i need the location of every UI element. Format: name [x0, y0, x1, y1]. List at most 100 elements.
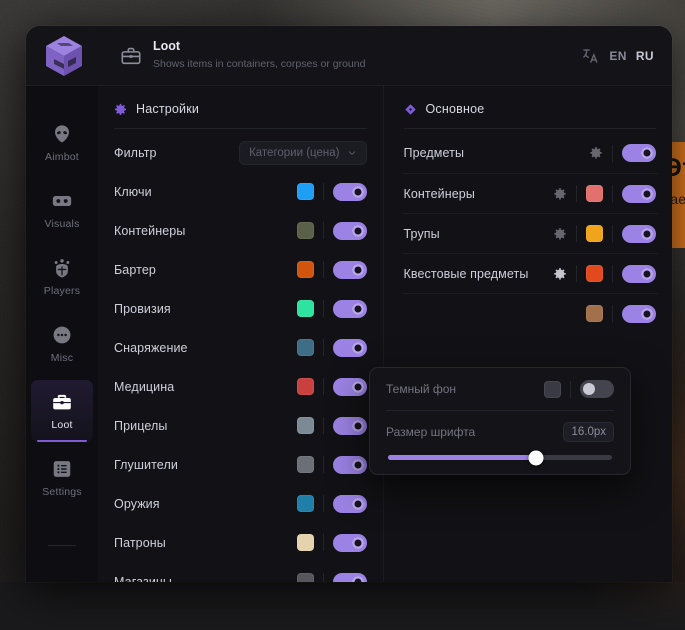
loot-category-row: Глушители: [112, 445, 369, 484]
gear-icon[interactable]: [553, 227, 567, 241]
control-separator: [612, 265, 613, 282]
cheat-menu-window: Loot Shows items in containers, corpses …: [26, 26, 672, 582]
loot-category-color-swatch[interactable]: [296, 573, 314, 582]
main-option-color-swatch[interactable]: [586, 225, 603, 242]
main-option-color-swatch[interactable]: [586, 265, 603, 282]
loot-category-toggle[interactable]: [332, 377, 367, 396]
dark-background-toggle[interactable]: [580, 380, 614, 398]
sidebar-item-loot[interactable]: Loot: [31, 380, 93, 442]
players-icon: [54, 259, 70, 278]
sidebar-divider: [48, 545, 76, 546]
gear-icon[interactable]: [553, 267, 567, 281]
filter-label: Фильтр: [114, 145, 157, 160]
loot-category-label: Патроны: [114, 535, 166, 550]
loot-category-toggle[interactable]: [332, 299, 367, 318]
panel-main: Основное Предметы Контейнеры Трупы Квестовы…: [382, 86, 673, 582]
logo-container: [26, 34, 98, 78]
section-divider: [403, 128, 656, 129]
loot-category-color-swatch[interactable]: [296, 534, 314, 551]
main-option-toggle[interactable]: [622, 304, 656, 323]
sidebar-item-settings[interactable]: Settings: [31, 447, 93, 509]
gear-icon[interactable]: [553, 187, 567, 201]
language-switcher[interactable]: EN RU: [581, 46, 654, 65]
main-option-row: Предметы: [402, 133, 659, 173]
loot-category-color-swatch[interactable]: [296, 300, 314, 317]
loot-category-color-swatch[interactable]: [296, 417, 314, 434]
dots-icon: [53, 326, 71, 344]
sidebar-item-misc[interactable]: Misc: [31, 313, 93, 375]
filter-value: Категории (цена): [249, 146, 340, 159]
loot-category-toggle[interactable]: [332, 182, 367, 201]
dark-background-label: Темный фон: [386, 382, 457, 396]
sidebar-item-aimbot[interactable]: Aimbot: [31, 112, 93, 174]
loot-category-toggle[interactable]: [332, 494, 367, 513]
control-separator: [322, 495, 324, 512]
chevron-down-icon: [348, 150, 355, 155]
main-option-color-swatch[interactable]: [586, 305, 603, 322]
loot-category-label: Снаряжение: [114, 340, 188, 355]
control-separator: [322, 534, 324, 551]
dark-background-row: Темный фон: [386, 368, 614, 410]
sidebar-item-label: Players: [43, 285, 81, 297]
loot-category-row: Патроны: [112, 523, 369, 562]
main-option-color-swatch[interactable]: [586, 185, 603, 202]
main-option-toggle[interactable]: [622, 224, 656, 243]
settings-panels: Настройки Фильтр Категории (цена) Ключи К…: [98, 86, 672, 582]
translate-icon: [583, 49, 598, 63]
font-size-slider[interactable]: [388, 450, 612, 465]
loot-category-toggle[interactable]: [332, 455, 367, 474]
briefcase-icon: [121, 47, 141, 64]
loot-category-toggle[interactable]: [332, 572, 367, 582]
panel-settings: Настройки Фильтр Категории (цена) Ключи К…: [98, 86, 383, 582]
section-header-settings: Настройки: [112, 102, 369, 116]
sidebar-nav: Aimbot Visuals Play: [26, 86, 98, 582]
loot-category-row: Бартер: [112, 250, 369, 289]
main-option-toggle[interactable]: [622, 184, 656, 203]
loot-category-color-swatch[interactable]: [296, 339, 314, 356]
section-header-main: Основное: [402, 102, 659, 116]
loot-category-label: Контейнеры: [114, 223, 186, 238]
sidebar-item-players[interactable]: Players: [31, 246, 93, 308]
page-subtitle: Shows items in containers, corpses or gr…: [153, 57, 366, 70]
alien-icon: [55, 125, 69, 143]
loot-category-label: Глушители: [114, 457, 178, 472]
loot-category-color-swatch[interactable]: [296, 378, 314, 395]
loot-category-toggle[interactable]: [332, 533, 367, 552]
briefcase-icon: [53, 394, 71, 410]
loot-category-toggle[interactable]: [332, 338, 367, 357]
lang-option-ru[interactable]: RU: [635, 48, 654, 63]
loot-category-label: Ключи: [114, 184, 152, 199]
lang-option-en[interactable]: EN: [609, 48, 627, 63]
control-separator: [322, 339, 324, 356]
loot-category-toggle[interactable]: [332, 221, 367, 240]
control-separator: [322, 300, 324, 317]
main-option-toggle[interactable]: [622, 144, 656, 162]
loot-category-color-swatch[interactable]: [296, 261, 314, 278]
page-title: Loot: [153, 39, 181, 54]
gear-icon[interactable]: [589, 146, 603, 160]
cube-logo-icon: [46, 35, 82, 76]
sidebar-item-visuals[interactable]: Visuals: [31, 179, 93, 241]
main-option-toggle[interactable]: [622, 264, 656, 283]
control-separator: [322, 183, 324, 200]
window-title-block: Loot Shows items in containers, corpses …: [98, 39, 581, 71]
loot-category-label: Оружия: [114, 496, 160, 511]
loot-category-color-swatch[interactable]: [296, 183, 314, 200]
loot-category-toggle[interactable]: [332, 260, 367, 279]
appearance-popup: Темный фон Размер шрифта 16.0px: [369, 367, 631, 475]
control-separator: [322, 378, 324, 395]
sidebar-item-label: Misc: [50, 352, 74, 364]
sidebar-item-label: Visuals: [44, 218, 80, 230]
dark-background-swatch[interactable]: [544, 380, 561, 398]
control-separator: [612, 144, 613, 162]
filter-select[interactable]: Категории (цена): [239, 140, 367, 165]
loot-category-toggle[interactable]: [332, 416, 367, 435]
main-option-label: Контейнеры: [403, 186, 475, 201]
slider-knob[interactable]: [528, 450, 544, 465]
loot-category-label: Прицелы: [114, 418, 168, 433]
loot-category-color-swatch[interactable]: [296, 495, 314, 512]
loot-category-color-swatch[interactable]: [296, 456, 314, 473]
control-separator: [576, 185, 577, 202]
list-icon: [53, 461, 71, 477]
loot-category-color-swatch[interactable]: [296, 222, 314, 239]
